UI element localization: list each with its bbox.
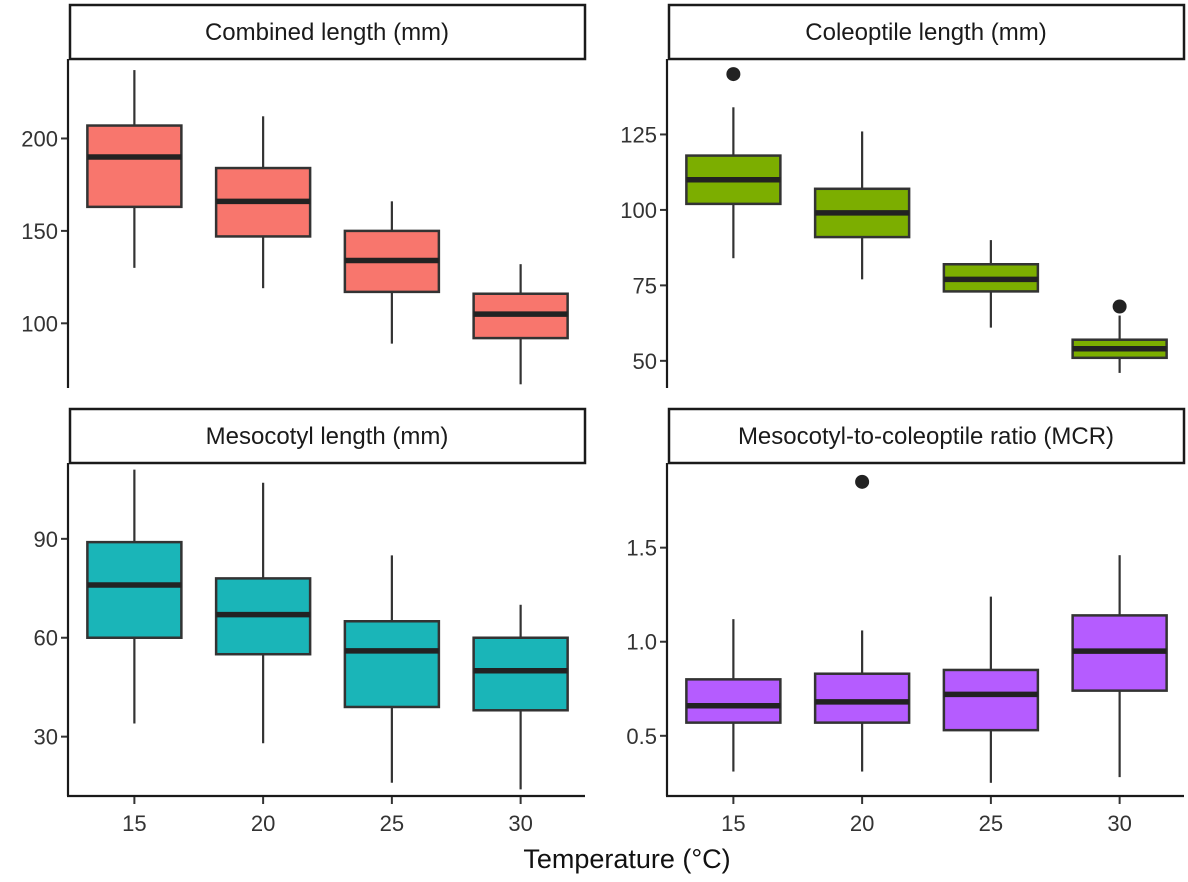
strip-title-mcr: Mesocotyl-to-coleoptile ratio (MCR) [738, 423, 1114, 450]
outlier-point [855, 474, 870, 489]
boxes-combined-length [86, 70, 569, 385]
strip-mcr [667, 407, 1186, 465]
box-body [86, 124, 183, 209]
box-combined-length-25 [343, 201, 441, 344]
boxes-mcr [685, 474, 1168, 783]
xtick-label-mcr-30: 30 [1107, 811, 1131, 836]
x-axis-title: Temperature (°C) [523, 844, 730, 874]
panel-coleoptile-length: Coleoptile length (mm) 50 75 100 125 [620, 3, 1186, 388]
strip-combined-length [68, 3, 587, 61]
box-body [472, 636, 569, 712]
ytick-label-mcr-1.0: 1.0 [626, 630, 657, 655]
box-combined-length-20 [214, 116, 312, 289]
box-mesocotyl-length-30 [472, 604, 569, 790]
box-mcr-30 [1071, 555, 1168, 778]
strip-title-combined-length: Combined length (mm) [205, 19, 449, 46]
ytick-label-coleoptile-length-125: 125 [620, 122, 657, 147]
yaxis-coleoptile-length: 50 75 100 125 [620, 122, 667, 374]
box-body [942, 668, 1040, 732]
xtick-label-mcr-25: 25 [979, 811, 1003, 836]
yaxis-mcr: 0.5 1.0 1.5 [626, 536, 667, 749]
box-coleoptile-length-25 [942, 240, 1040, 328]
box-mesocotyl-length-25 [343, 555, 441, 783]
ytick-label-coleoptile-length-75: 75 [633, 273, 657, 298]
xtick-label-mcr-20: 20 [850, 811, 874, 836]
box-mesocotyl-length-15 [86, 469, 183, 724]
ytick-label-mcr-1.5: 1.5 [626, 536, 657, 561]
panel-combined-length: Combined length (mm) 100 150 200 [21, 3, 587, 388]
box-body [343, 620, 441, 709]
box-combined-length-30 [472, 264, 569, 385]
ytick-label-mesocotyl-length-60: 60 [34, 626, 58, 651]
ytick-label-combined-length-200: 200 [21, 126, 58, 151]
outlier-point [726, 67, 741, 82]
box-mcr-25 [942, 596, 1040, 783]
ytick-label-mesocotyl-length-30: 30 [34, 725, 58, 750]
yaxis-mesocotyl-length: 30 60 90 [34, 527, 68, 750]
box-body [813, 672, 911, 724]
box-body [685, 678, 782, 724]
panel-mesocotyl-length: Mesocotyl length (mm) 30 60 90 [34, 407, 587, 798]
ytick-label-mesocotyl-length-90: 90 [34, 527, 58, 552]
strip-coleoptile-length [667, 3, 1186, 61]
box-mcr-20 [813, 474, 911, 772]
boxes-mesocotyl-length [86, 469, 569, 790]
box-mesocotyl-length-20 [214, 482, 312, 744]
ytick-label-combined-length-100: 100 [21, 311, 58, 336]
panel-mcr: Mesocotyl-to-coleoptile ratio (MCR) 0.5 1… [626, 407, 1186, 798]
box-combined-length-15 [86, 70, 183, 268]
xtick-label-mesocotyl-length-25: 25 [380, 811, 404, 836]
xtick-label-mesocotyl-length-15: 15 [122, 811, 146, 836]
strip-title-coleoptile-length: Coleoptile length (mm) [805, 19, 1046, 46]
xaxis-ticks: 15 20 25 30 15 20 25 30 [122, 797, 1132, 836]
box-coleoptile-length-30 [1071, 299, 1168, 373]
ytick-label-mcr-0.5: 0.5 [626, 724, 657, 749]
strip-mesocotyl-length [68, 407, 587, 465]
ytick-label-coleoptile-length-50: 50 [633, 349, 657, 374]
outlier-point [1112, 299, 1127, 314]
xtick-label-mcr-15: 15 [721, 811, 745, 836]
box-body [86, 540, 183, 639]
ytick-label-coleoptile-length-100: 100 [620, 198, 657, 223]
ytick-label-combined-length-150: 150 [21, 219, 58, 244]
xtick-label-mesocotyl-length-20: 20 [251, 811, 275, 836]
strip-title-mesocotyl-length: Mesocotyl length (mm) [206, 423, 449, 450]
xtick-label-mesocotyl-length-30: 30 [508, 811, 532, 836]
yaxis-combined-length: 100 150 200 [21, 126, 68, 336]
box-coleoptile-length-15 [685, 67, 782, 259]
boxes-coleoptile-length [685, 67, 1168, 373]
box-coleoptile-length-20 [813, 131, 911, 280]
box-mcr-15 [685, 619, 782, 772]
